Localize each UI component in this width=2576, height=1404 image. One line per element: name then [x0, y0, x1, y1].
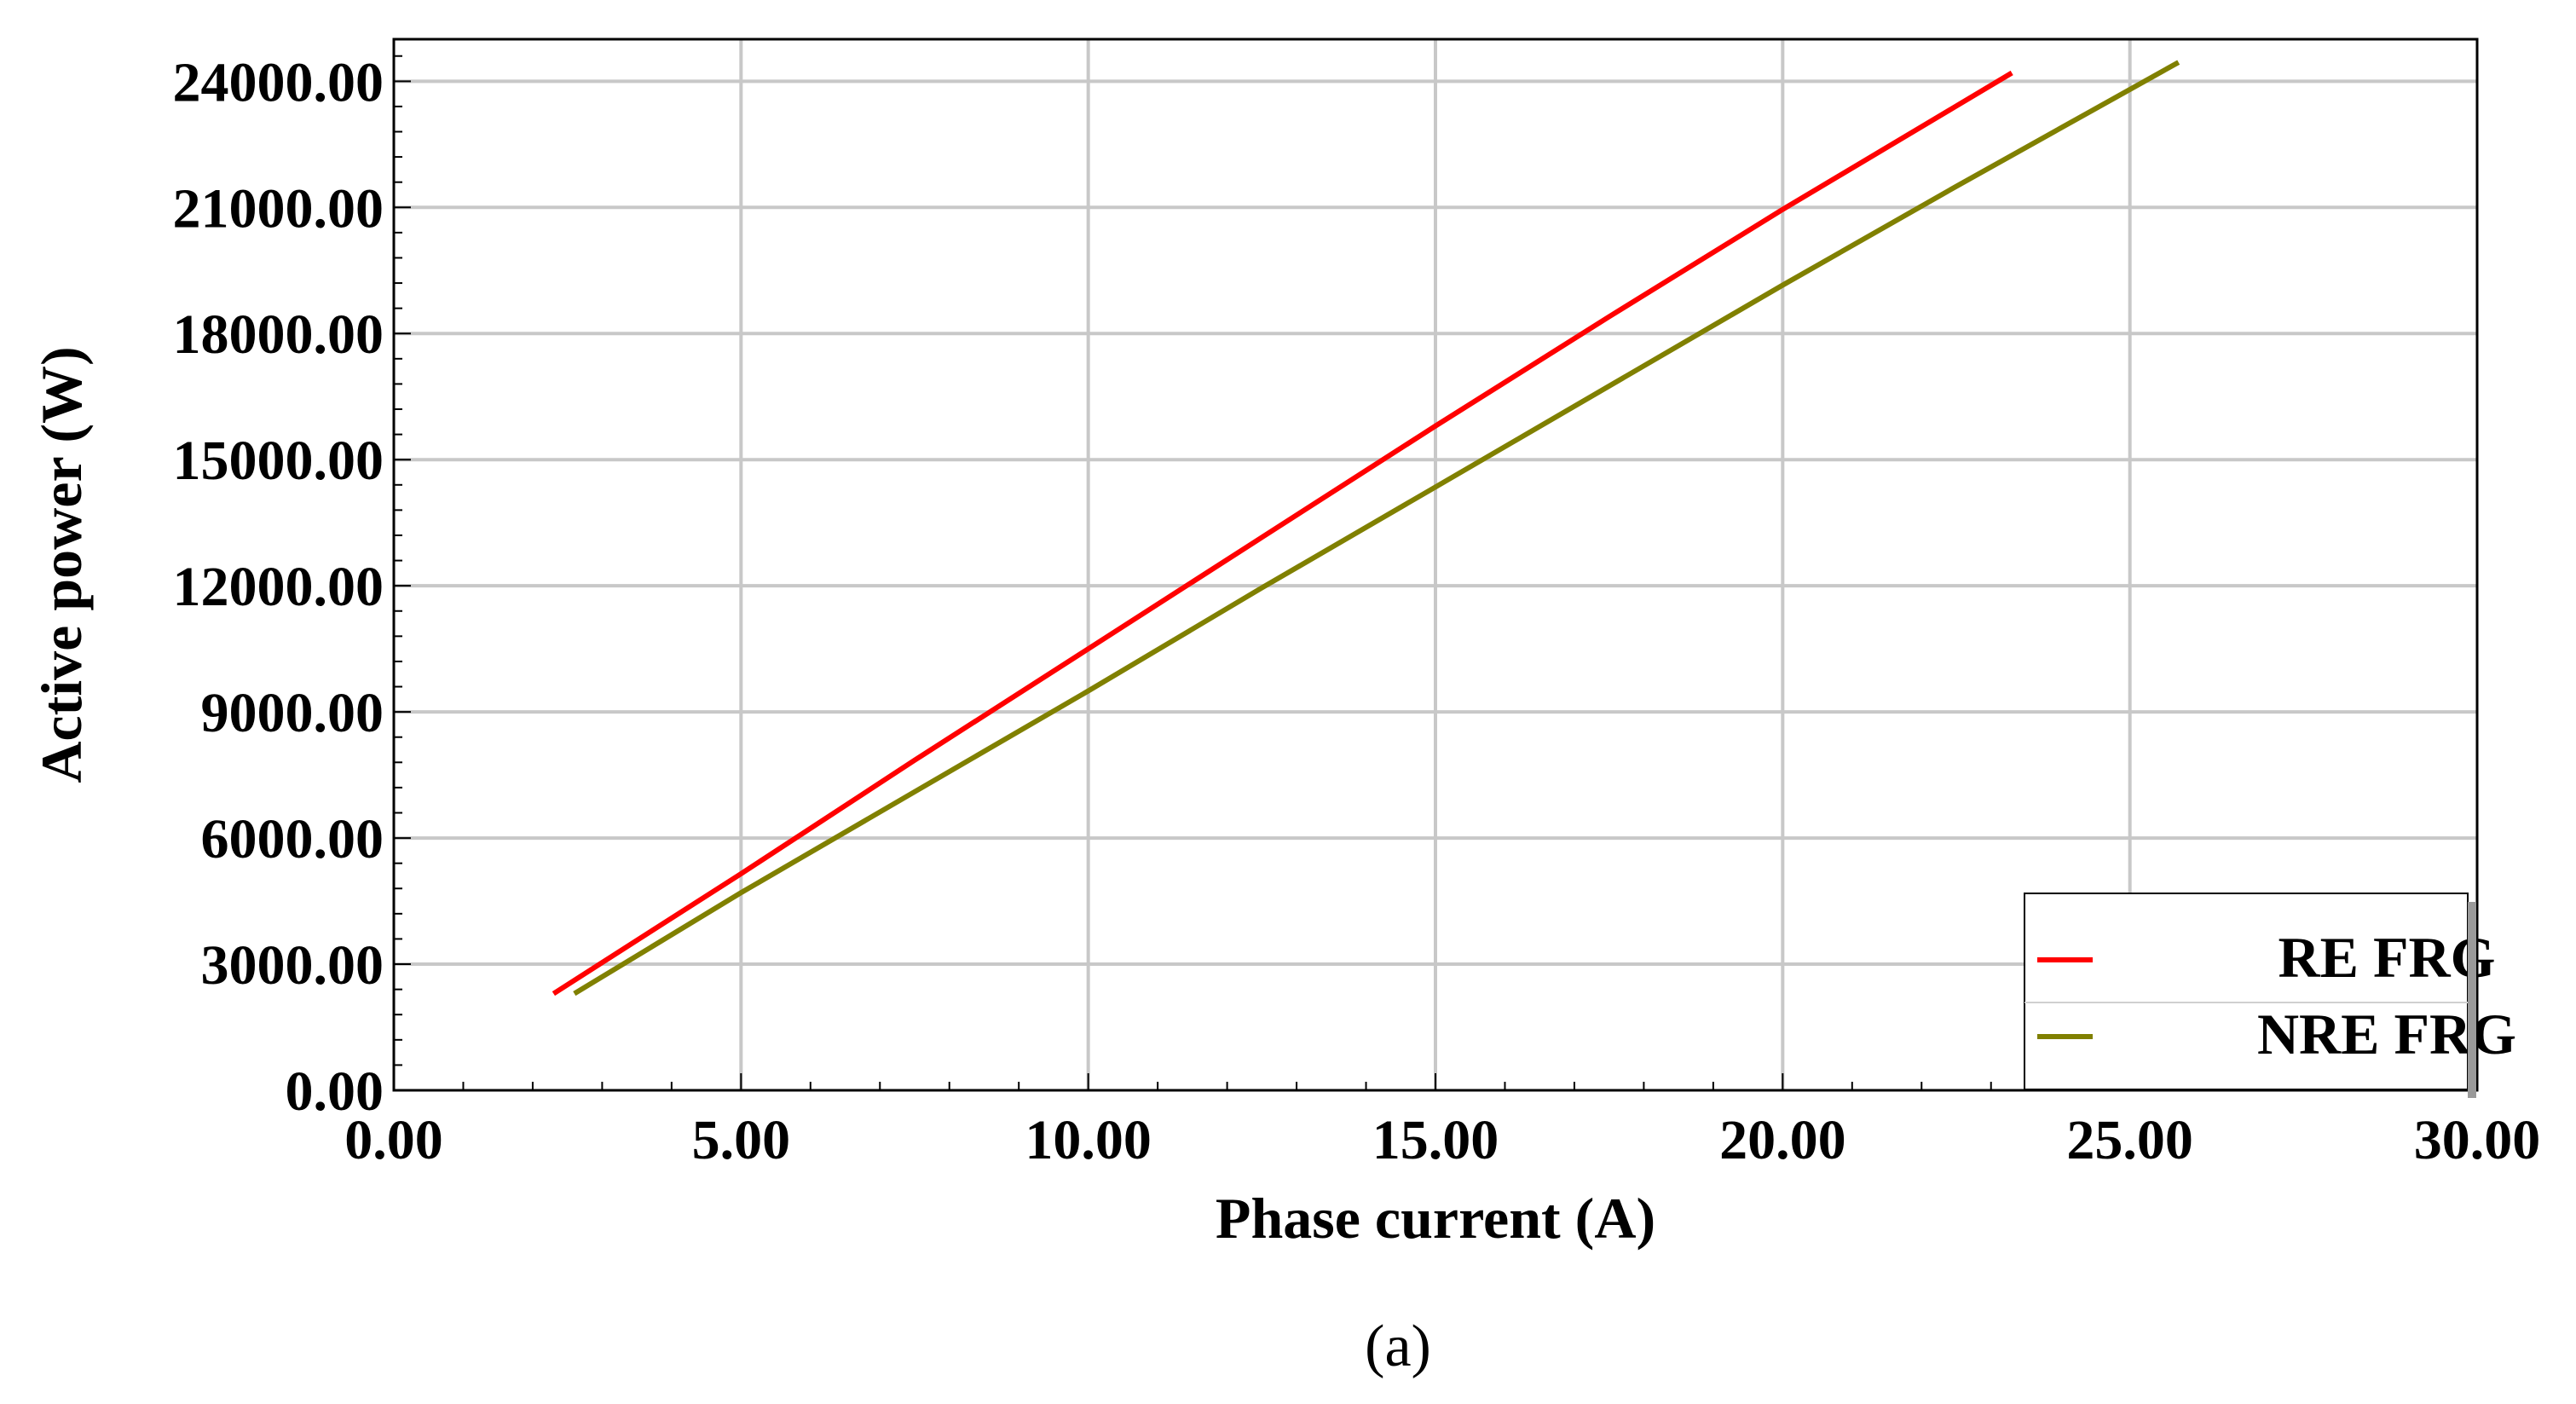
legend-label: RE FRG	[2279, 925, 2496, 990]
x-tick-label: 10.00	[1025, 1109, 1152, 1171]
grid	[394, 39, 2477, 1090]
x-axis-title: Phase current (A)	[1216, 1186, 1655, 1251]
y-tick-label: 24000.00	[173, 51, 384, 113]
legend: RE FRG NRE FRG	[2024, 893, 2516, 1098]
series-layer	[552, 60, 2180, 997]
x-tick-label: 20.00	[1719, 1109, 1846, 1171]
legend-box	[2024, 893, 2469, 1090]
y-tick-label: 15000.00	[173, 430, 384, 492]
x-tick-label: 30.00	[2414, 1109, 2541, 1171]
y-tick-label: 9000.00	[201, 682, 384, 744]
y-tick-label: 3000.00	[201, 934, 384, 997]
figure-caption: (a)	[1365, 1314, 1431, 1379]
x-tick-label: 5.00	[692, 1109, 791, 1171]
legend-shadow	[2468, 902, 2476, 1098]
series-line-1	[552, 70, 2013, 997]
y-tick-label: 0.00	[286, 1060, 384, 1123]
legend-label: NRE FRG	[2257, 1002, 2516, 1066]
y-tick-label: 18000.00	[173, 303, 384, 366]
series-line-2	[573, 60, 2180, 997]
y-axis-title: Active power (W)	[29, 346, 94, 783]
x-tick-labels: 0.00 5.00 10.00 15.00 20.00 25.00 30.00	[344, 1109, 2540, 1171]
y-tick-labels: 0.00 3000.00 6000.00 9000.00 12000.00 15000.0…	[173, 51, 384, 1123]
x-tick-label: 15.00	[1372, 1109, 1499, 1171]
x-tick-label: 25.00	[2066, 1109, 2193, 1171]
x-tick-label: 0.00	[344, 1109, 443, 1171]
y-tick-label: 12000.00	[173, 556, 384, 618]
y-tick-label: 21000.00	[173, 177, 384, 240]
y-tick-label: 6000.00	[201, 808, 384, 870]
